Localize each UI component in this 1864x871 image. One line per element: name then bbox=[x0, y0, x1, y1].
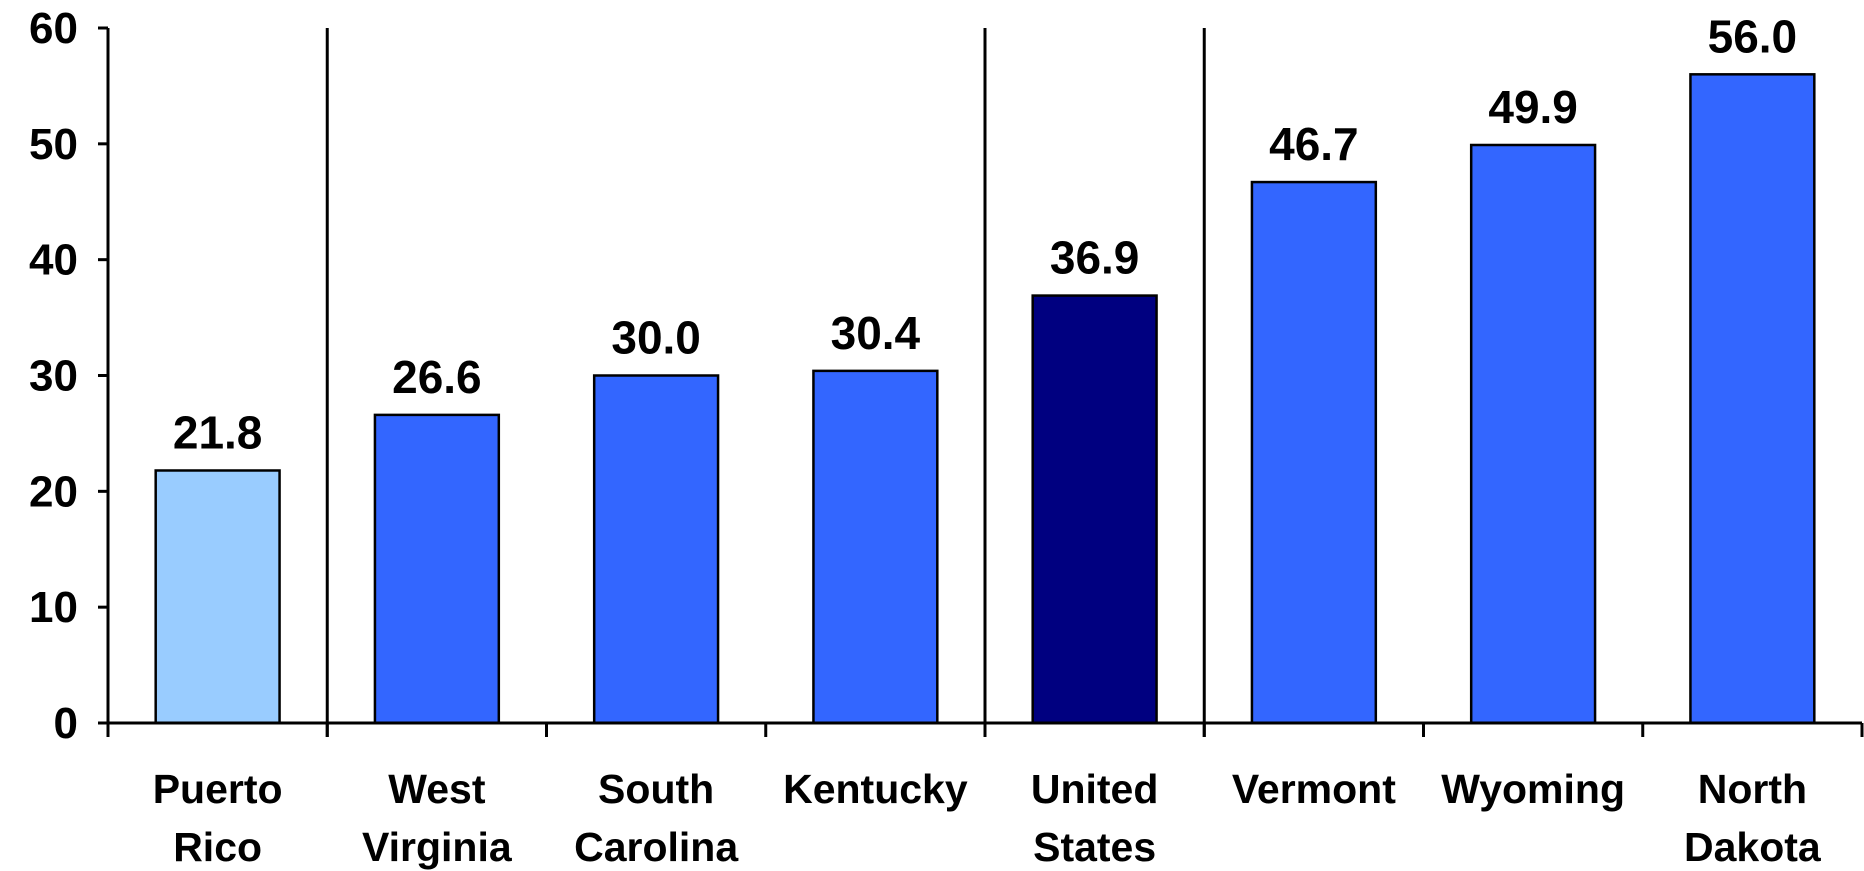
data-label: 49.9 bbox=[1488, 81, 1578, 133]
category-label: Vermont bbox=[1232, 766, 1396, 812]
category-label: Rico bbox=[173, 824, 262, 870]
category-label: States bbox=[1033, 824, 1156, 870]
data-label: 46.7 bbox=[1269, 118, 1359, 170]
category-labels: Puerto Rico West Virginia South Carolina Kentu… bbox=[153, 766, 1822, 870]
y-tick-label: 40 bbox=[29, 236, 78, 285]
data-label: 21.8 bbox=[173, 406, 263, 458]
data-label: 30.4 bbox=[831, 307, 921, 359]
bar bbox=[373, 413, 501, 725]
y-tick-label: 0 bbox=[54, 699, 78, 748]
bar bbox=[1469, 143, 1597, 725]
y-tick-label: 60 bbox=[29, 4, 78, 53]
category-label: West bbox=[388, 766, 486, 812]
x-axis-ticks bbox=[106, 723, 1864, 737]
group-dividers bbox=[325, 28, 1206, 737]
category-label: South bbox=[598, 766, 714, 812]
category-label: Dakota bbox=[1684, 824, 1822, 870]
category-label: Puerto bbox=[153, 766, 283, 812]
bar bbox=[1250, 180, 1378, 725]
data-label: 56.0 bbox=[1708, 10, 1798, 62]
category-label: Carolina bbox=[574, 824, 739, 870]
bar bbox=[592, 374, 720, 725]
y-tick-label: 10 bbox=[29, 583, 78, 632]
y-axis-ticks: 0 10 20 30 40 50 60 bbox=[29, 4, 108, 748]
category-label: Kentucky bbox=[783, 766, 968, 812]
category-label: United bbox=[1031, 766, 1159, 812]
bars bbox=[154, 73, 1816, 725]
bar bbox=[154, 469, 281, 725]
category-label: North bbox=[1698, 766, 1807, 812]
data-label: 36.9 bbox=[1050, 232, 1140, 284]
category-label: Wyoming bbox=[1441, 766, 1625, 812]
y-tick-label: 50 bbox=[29, 120, 78, 169]
y-tick-label: 20 bbox=[29, 467, 78, 516]
value-labels: 21.8 26.6 30.0 30.4 36.9 46.7 49.9 56.0 bbox=[173, 10, 1797, 458]
data-label: 30.0 bbox=[611, 312, 701, 364]
data-label: 26.6 bbox=[392, 351, 482, 403]
bar bbox=[812, 369, 939, 725]
category-label: Virginia bbox=[362, 824, 513, 870]
bar bbox=[1031, 294, 1158, 725]
bar bbox=[1689, 73, 1816, 725]
y-tick-label: 30 bbox=[29, 352, 78, 401]
